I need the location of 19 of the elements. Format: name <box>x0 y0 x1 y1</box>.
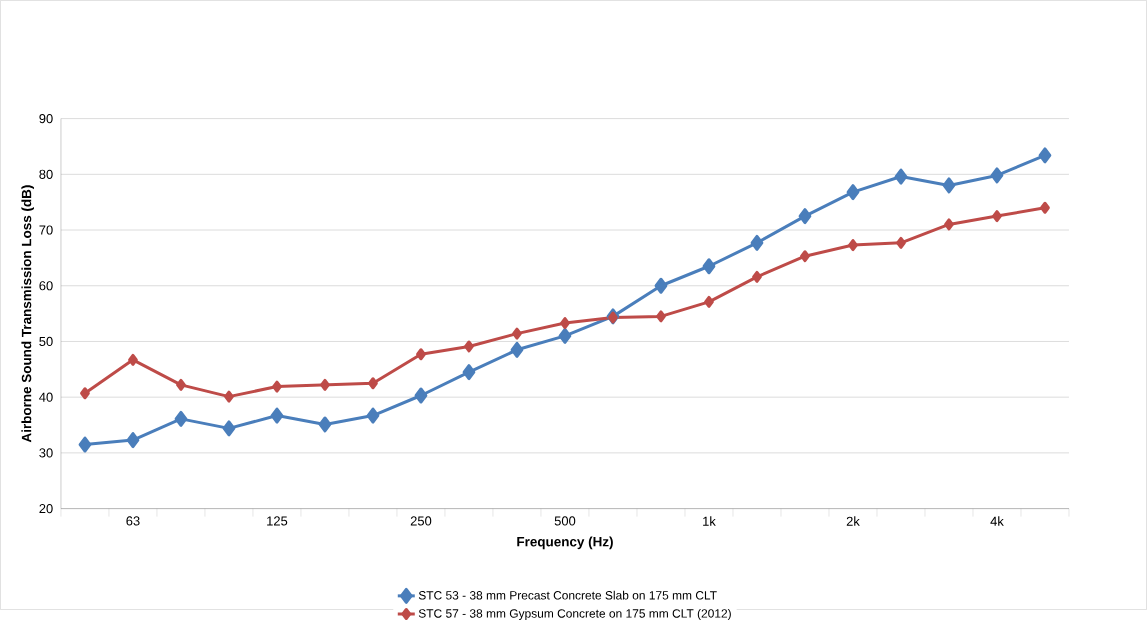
y-tick-label: 70 <box>39 225 53 235</box>
x-tick-label: 4k <box>990 516 1004 526</box>
y-tick-label: 20 <box>39 503 53 514</box>
x-tick-label: 2k <box>846 516 860 526</box>
y-tick-label: 60 <box>39 281 53 291</box>
y-tick-label: 90 <box>39 113 53 124</box>
x-tick-label: 250 <box>410 516 432 526</box>
legend-label: STC 57 - 38 mm Gypsum Concrete on 175 mm CLT (2012) <box>418 608 731 621</box>
x-tick-label: 63 <box>126 516 140 526</box>
x-tick-label: 125 <box>267 516 288 526</box>
x-tick-label: 500 <box>554 516 576 526</box>
x-axis-title: Frequency (Hz) <box>517 536 613 550</box>
y-tick-label: 80 <box>39 169 53 179</box>
x-tick-label: 1k <box>703 516 716 526</box>
y-tick-label: 30 <box>39 448 53 458</box>
y-tick-label: 40 <box>39 392 53 402</box>
legend-label: STC 53 - 38 mm Precast Concrete Slab on 175 mm CLT <box>418 590 717 600</box>
y-axis-title: Airborne Sound Transmission Loss (dB) <box>21 185 34 443</box>
y-tick-label: 50 <box>39 336 53 347</box>
